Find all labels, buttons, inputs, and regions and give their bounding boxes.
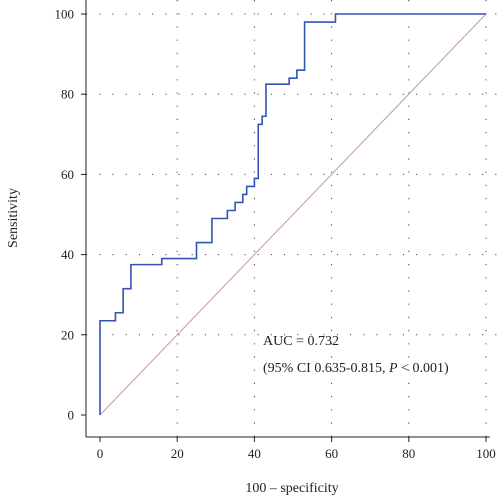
- p-symbol: P: [388, 361, 398, 376]
- y-tick-label-20: 20: [61, 327, 74, 342]
- series-group: [99, 13, 487, 416]
- axes: [85, 0, 490, 438]
- auc-annotation: AUC = 0.732: [263, 334, 339, 349]
- y-tick-label-100: 100: [55, 7, 75, 22]
- x-tick-label-0: 0: [97, 446, 104, 461]
- x-tick-label-80: 80: [402, 446, 415, 461]
- x-tick-label-60: 60: [325, 446, 338, 461]
- y-axis-title: Sensitivity: [6, 188, 21, 248]
- x-axis-title: 100 – specificity: [245, 481, 338, 496]
- ci-annotation: (95% CI 0.635-0.815, P < 0.001): [263, 361, 449, 376]
- x-tick-label-40: 40: [248, 446, 261, 461]
- y-tick-label-60: 60: [61, 167, 74, 182]
- y-tick-label-0: 0: [68, 408, 75, 423]
- y-tick-label-40: 40: [61, 247, 74, 262]
- x-tick-label-100: 100: [476, 446, 496, 461]
- y-tick-label-80: 80: [61, 87, 74, 102]
- x-tick-label-20: 20: [171, 446, 184, 461]
- ci-suffix: < 0.001): [398, 361, 449, 376]
- roc-curve-line: [99, 13, 486, 415]
- ci-prefix: (95% CI 0.635-0.815,: [263, 361, 389, 376]
- ticks: 0 20 40 60 80 100 0 20 40 60 80 100: [55, 7, 496, 462]
- reference-diagonal-line: [99, 13, 487, 416]
